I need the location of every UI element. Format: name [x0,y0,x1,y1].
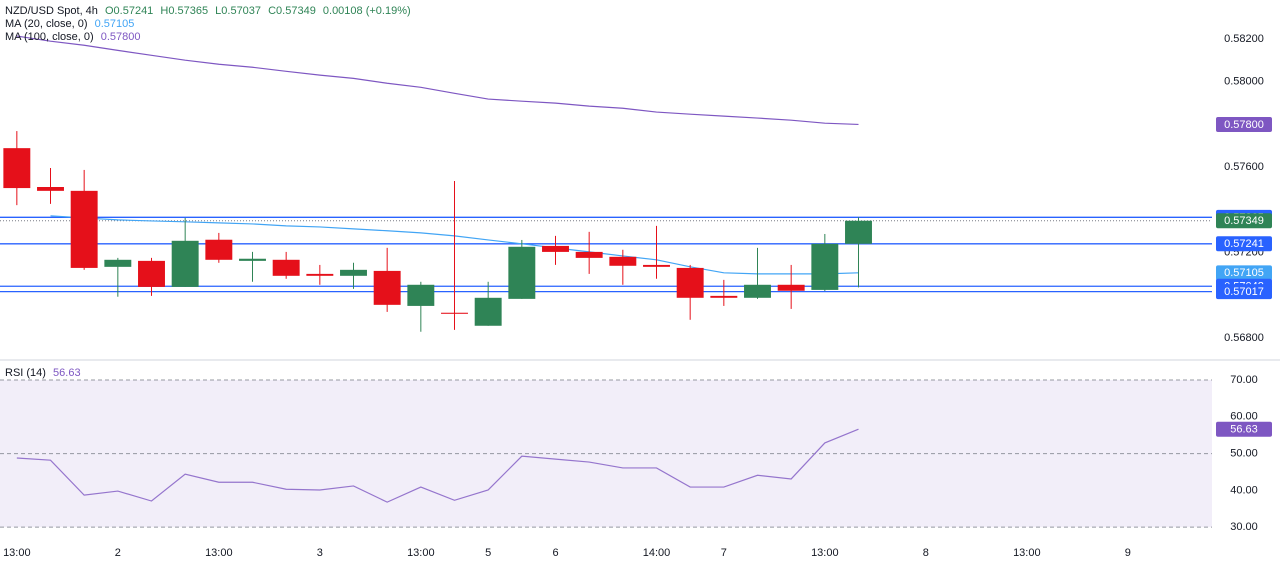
candle-body [138,260,165,287]
last-value-label-box [1216,421,1272,437]
candle-body [205,239,233,260]
candle-body [609,256,637,266]
legend-rsi: RSI (14) 56.63 [5,367,85,379]
candle-body [239,258,266,261]
x-tick-label: 3 [317,547,323,559]
last-value-label: 56.63 [1230,424,1258,436]
candle-body [744,284,771,298]
price-label-box [1216,265,1272,281]
x-tick-label: 6 [552,547,558,559]
candle-body [811,243,839,290]
price-label-box [1216,236,1272,252]
candle-body [171,240,199,287]
legend-name: MA (100, close, 0) [5,31,94,43]
x-tick-label: 5 [485,547,491,559]
legend-ma100: MA (100, close, 0) 0.57800 [5,31,144,43]
candle-body [37,187,64,191]
candle-body [542,245,569,252]
y-tick-label: 0.58200 [1224,33,1264,45]
price-label-box [1216,213,1272,229]
price-label-box [1216,116,1272,132]
candle-body [676,267,704,298]
x-tick-label: 14:00 [643,547,671,559]
candle-body [3,148,31,189]
symbol: NZD/USD Spot, 4h [5,5,98,17]
x-tick-label: 13:00 [1013,547,1041,559]
candle-body [777,284,805,291]
candle-body [340,269,367,276]
series-line [16,428,859,503]
y-tick-label: 60.00 [1230,411,1258,423]
legend-value: 0.57800 [100,31,141,43]
candle-body [407,284,435,306]
candle-body [508,246,536,299]
x-tick-label: 9 [1125,547,1131,559]
y-tick-label: 0.58000 [1224,76,1264,88]
candle-body [441,312,468,314]
high: H0.57365 [160,5,209,17]
candle-body [104,259,132,267]
legend-value: 0.57105 [94,18,135,30]
candle-body [710,295,738,298]
candle-body [575,251,603,258]
y-tick-label: 50.00 [1230,447,1258,459]
price-label: 0.57017 [1224,286,1264,298]
change: 0.00108 (+0.19%) [322,5,411,17]
candle-body [306,273,334,276]
legend-name: MA (20, close, 0) [5,18,88,30]
legend-value: 56.63 [53,367,81,379]
y-tick-label: 70.00 [1230,374,1258,386]
open: O0.57241 [104,5,154,17]
x-tick-label: 2 [115,547,121,559]
x-tick-label: 13:00 [811,547,839,559]
candle-body [474,297,502,326]
candle-body [272,259,300,276]
x-tick-label: 7 [721,547,727,559]
candle-body [373,270,401,305]
series-line [16,35,859,126]
price-label: 0.57800 [1224,119,1264,131]
candle-body [845,220,872,244]
close: C0.57349 [268,5,316,17]
y-tick-label: 30.00 [1230,521,1258,533]
price-label-box [1216,284,1272,300]
candle-body [70,190,98,268]
header: NZD/USD Spot, 4h O0.57241 H0.57365 L0.57… [5,5,415,17]
legend-ma20: MA (20, close, 0) 0.57105 [5,18,138,30]
x-tick-label: 13:00 [407,547,435,559]
x-tick-label: 13:00 [3,547,31,559]
low: L0.57037 [215,5,262,17]
candle-body [643,264,670,267]
x-tick-label: 13:00 [205,547,233,559]
y-tick-label: 0.56800 [1224,332,1264,344]
y-tick-label: 0.57600 [1224,161,1264,173]
price-label: 0.57105 [1224,267,1264,279]
price-label: 0.57241 [1224,238,1264,250]
legend-name: RSI (14) [5,367,46,379]
x-tick-label: 8 [923,547,929,559]
price-label: 0.57349 [1224,215,1264,227]
y-tick-label: 40.00 [1230,484,1258,496]
